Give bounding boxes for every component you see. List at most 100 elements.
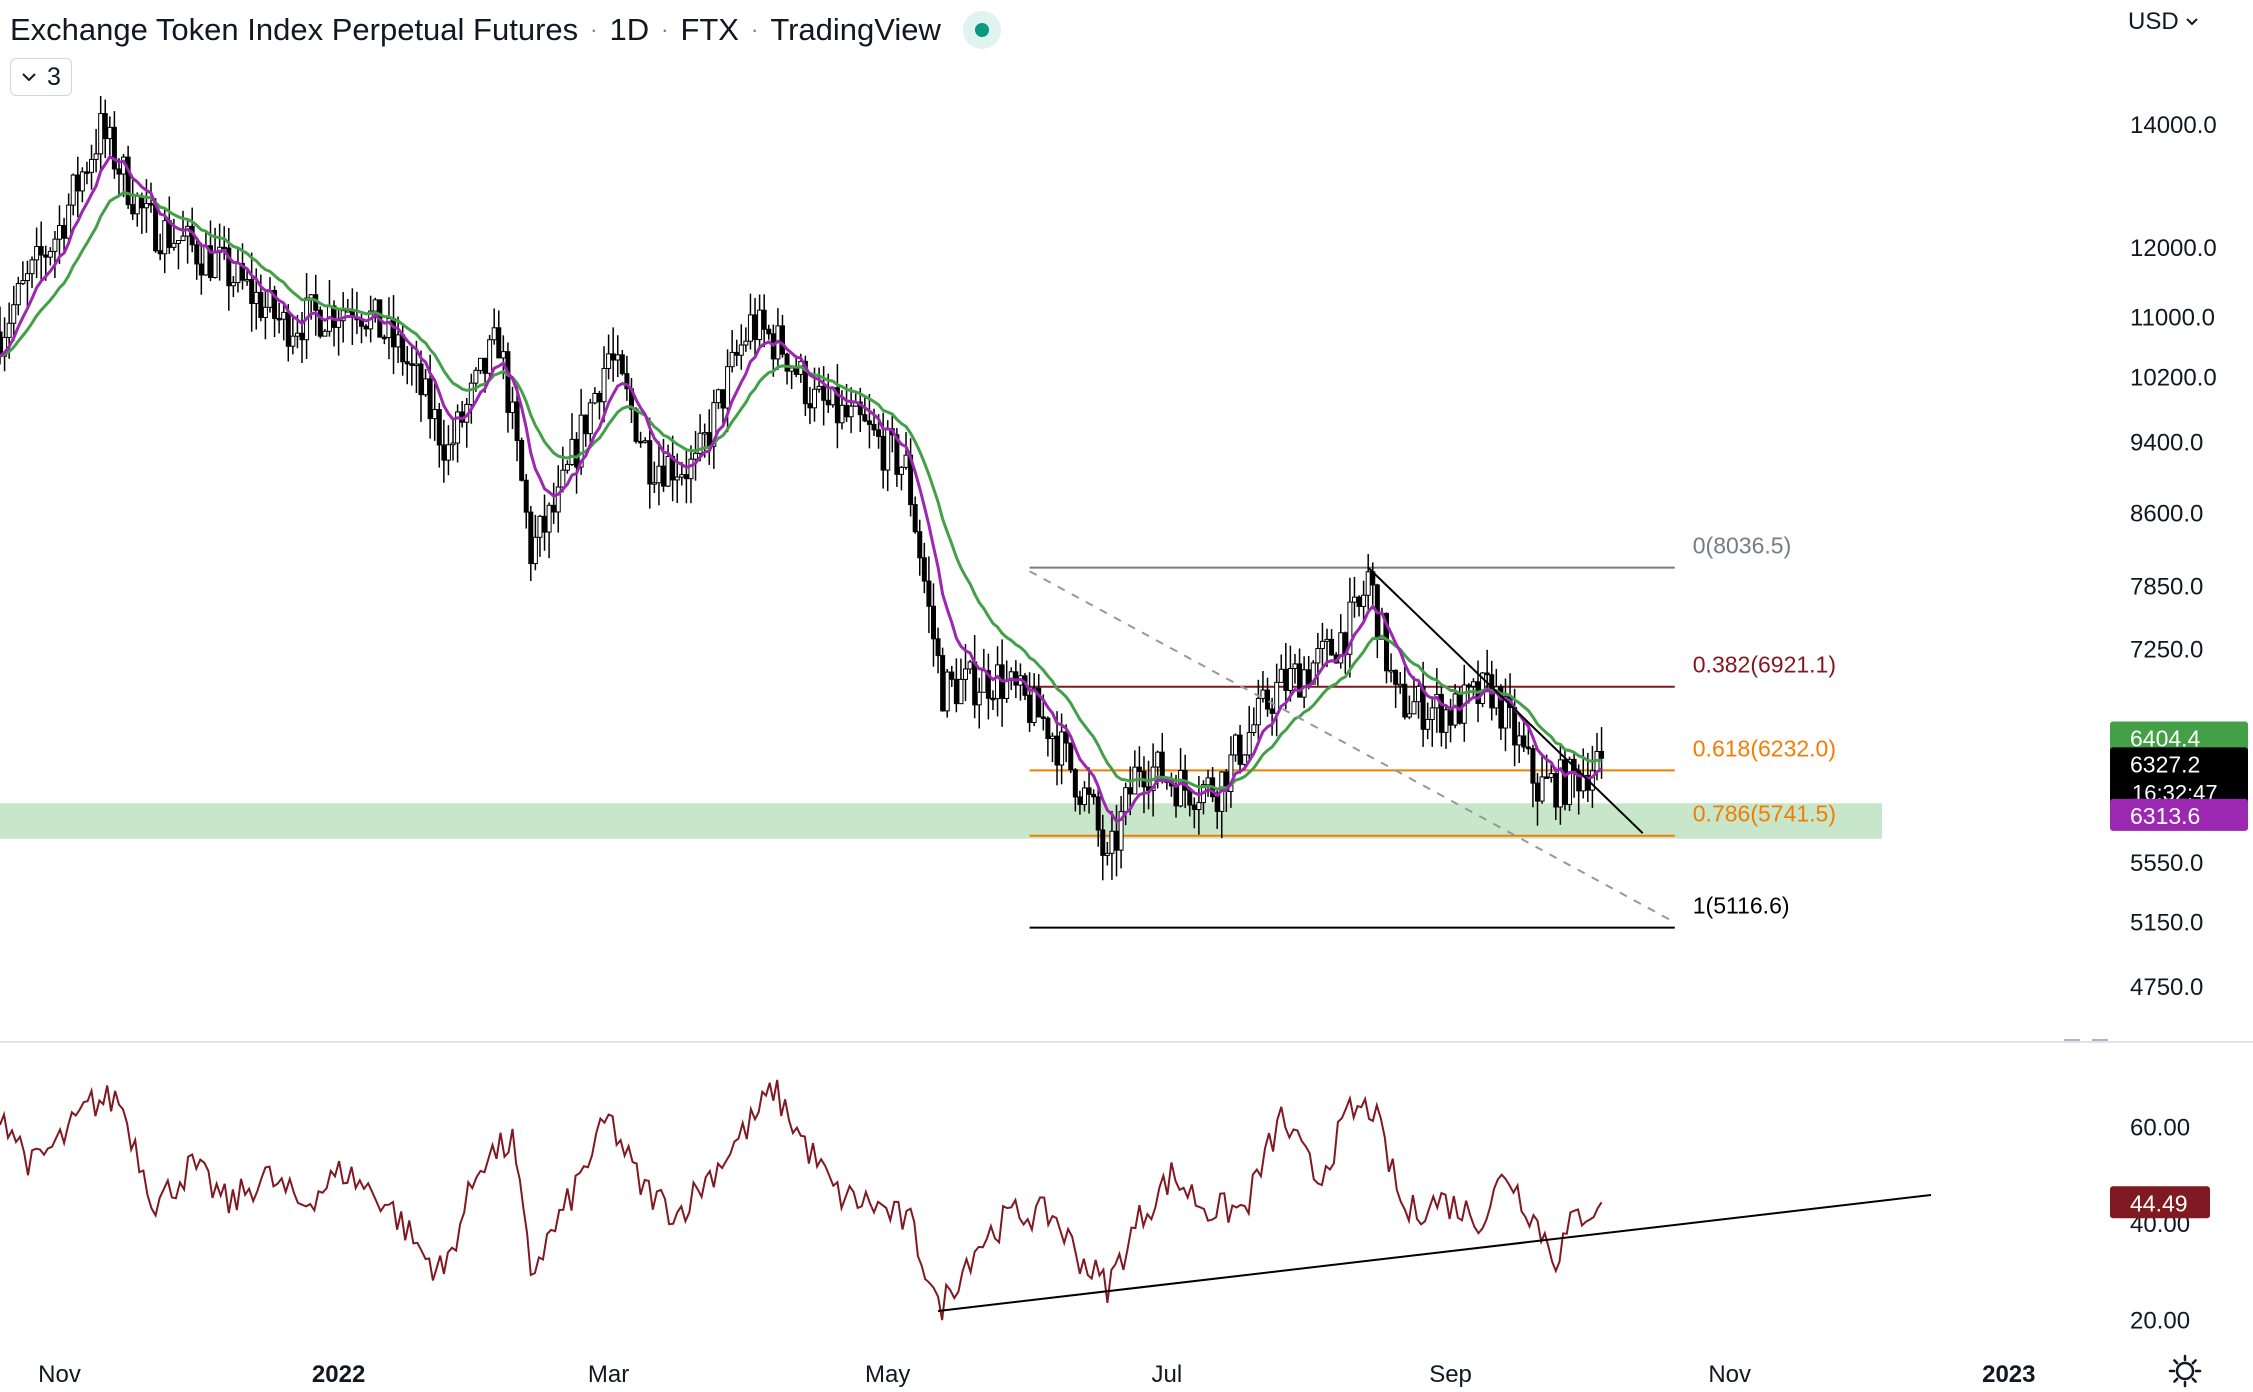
price-tick-label: 4750.0: [2130, 974, 2203, 1001]
candle-body: [958, 678, 964, 705]
fib-level-label: 1(5116.6): [1693, 893, 1790, 919]
candle-body: [624, 373, 630, 390]
candle-body: [162, 220, 168, 255]
candle-body: [761, 309, 767, 330]
candle-body: [784, 353, 790, 372]
candle-body: [1429, 707, 1435, 720]
candle-body: [880, 435, 886, 471]
symbol-name[interactable]: Exchange Token Index Perpetual Futures: [10, 12, 579, 47]
source-label: TradingView: [770, 12, 941, 47]
candle-body: [1081, 787, 1087, 806]
candle-body: [1420, 685, 1426, 730]
candle-body: [537, 515, 543, 538]
candle-body: [52, 238, 58, 252]
candle-body: [1265, 689, 1271, 710]
candle-body: [235, 263, 241, 284]
rsi-trend-line: [937, 1194, 1932, 1312]
candle-body: [1452, 693, 1458, 726]
candle-body: [940, 655, 946, 712]
candle-body: [1086, 787, 1092, 795]
candle-body: [1443, 709, 1449, 733]
time-tick-label: Sep: [1429, 1361, 1472, 1388]
currency-selector[interactable]: USD: [2128, 8, 2199, 36]
candle-body: [985, 670, 991, 699]
candle-body: [230, 282, 236, 287]
candle-body: [665, 455, 671, 487]
indicator-collapse-button[interactable]: 3: [10, 58, 72, 96]
time-tick-label: 2022: [312, 1361, 365, 1388]
candle-body: [1448, 709, 1454, 726]
candle-body: [175, 240, 181, 244]
candle-body: [1109, 830, 1115, 854]
candle-body: [1315, 647, 1321, 664]
dashed-channel-line: [1029, 570, 1676, 924]
rsi-tick-label: 60.00: [2130, 1114, 2190, 1141]
moving-averages: [0, 154, 1603, 824]
title-separator: ·: [751, 17, 759, 42]
candle-body: [807, 403, 813, 409]
candle-body: [802, 360, 808, 405]
candle-body: [496, 327, 502, 359]
candle-body: [299, 332, 305, 341]
candle-body: [921, 557, 927, 582]
candle-body: [130, 204, 136, 215]
fib-level-label: 0.786(5741.5): [1693, 801, 1836, 827]
candle-body: [757, 309, 763, 341]
candle-body: [56, 224, 62, 240]
candle-body: [661, 465, 667, 487]
candle-body: [1406, 713, 1412, 718]
interval-label[interactable]: 1D: [609, 12, 650, 47]
candle-body: [381, 336, 387, 340]
candle-body: [693, 452, 699, 460]
gear-sun-icon[interactable]: [2168, 1354, 2202, 1388]
candle-body: [240, 263, 246, 281]
status-dot: [974, 23, 989, 37]
candle-body: [1269, 708, 1275, 714]
candle-body: [752, 314, 758, 341]
candle-body: [560, 469, 566, 488]
fib-level-label: 0.618(6232.0): [1693, 735, 1836, 761]
candle-body: [1484, 672, 1490, 676]
candle-body: [1068, 742, 1074, 771]
candle-body: [981, 670, 987, 693]
candle-body: [1356, 596, 1362, 607]
candle-body: [29, 259, 35, 275]
rsi-line: [0, 1079, 1603, 1321]
price-axis: 14000.0 12000.0 11000.0 10200.0 9400.0 8600.0…: [2110, 112, 2248, 1001]
candle-body: [455, 411, 461, 444]
candle-body: [514, 401, 520, 441]
candle-body: [523, 479, 529, 513]
candle-body: [743, 340, 749, 346]
rsi-tick-label: 20.00: [2130, 1308, 2190, 1335]
candle-body: [1525, 746, 1531, 750]
candle-body: [43, 254, 49, 258]
market-open-dot-icon[interactable]: [962, 11, 1001, 49]
candle-body: [111, 126, 117, 170]
candle-body: [1063, 731, 1069, 744]
candle-body: [66, 204, 72, 239]
pane-resize-handle[interactable]: [2064, 1038, 2108, 1042]
candle-body: [857, 401, 863, 416]
candle-body: [674, 476, 680, 481]
candle-body: [1535, 782, 1540, 802]
price-tick-label: 5550.0: [2130, 850, 2203, 877]
candle-body: [93, 153, 99, 160]
price-tick-label: 5150.0: [2130, 909, 2203, 936]
candle-body: [194, 244, 200, 265]
candle-body: [432, 409, 438, 420]
candle-body: [336, 320, 342, 328]
candle-body: [779, 325, 785, 355]
ema-slow-price-tag-bg: [2110, 721, 2248, 754]
candle-body: [1416, 685, 1422, 703]
candle-body: [596, 392, 602, 403]
candle-body: [551, 504, 557, 513]
candle-body: [221, 246, 227, 250]
ema-slow-price-tag-value: 6404.4: [2130, 725, 2201, 751]
candle-body: [1361, 594, 1367, 607]
time-tick-label: 2023: [1982, 1361, 2035, 1388]
candle-body: [1136, 766, 1142, 772]
candle-body: [1502, 696, 1508, 729]
candle-body: [903, 454, 909, 468]
